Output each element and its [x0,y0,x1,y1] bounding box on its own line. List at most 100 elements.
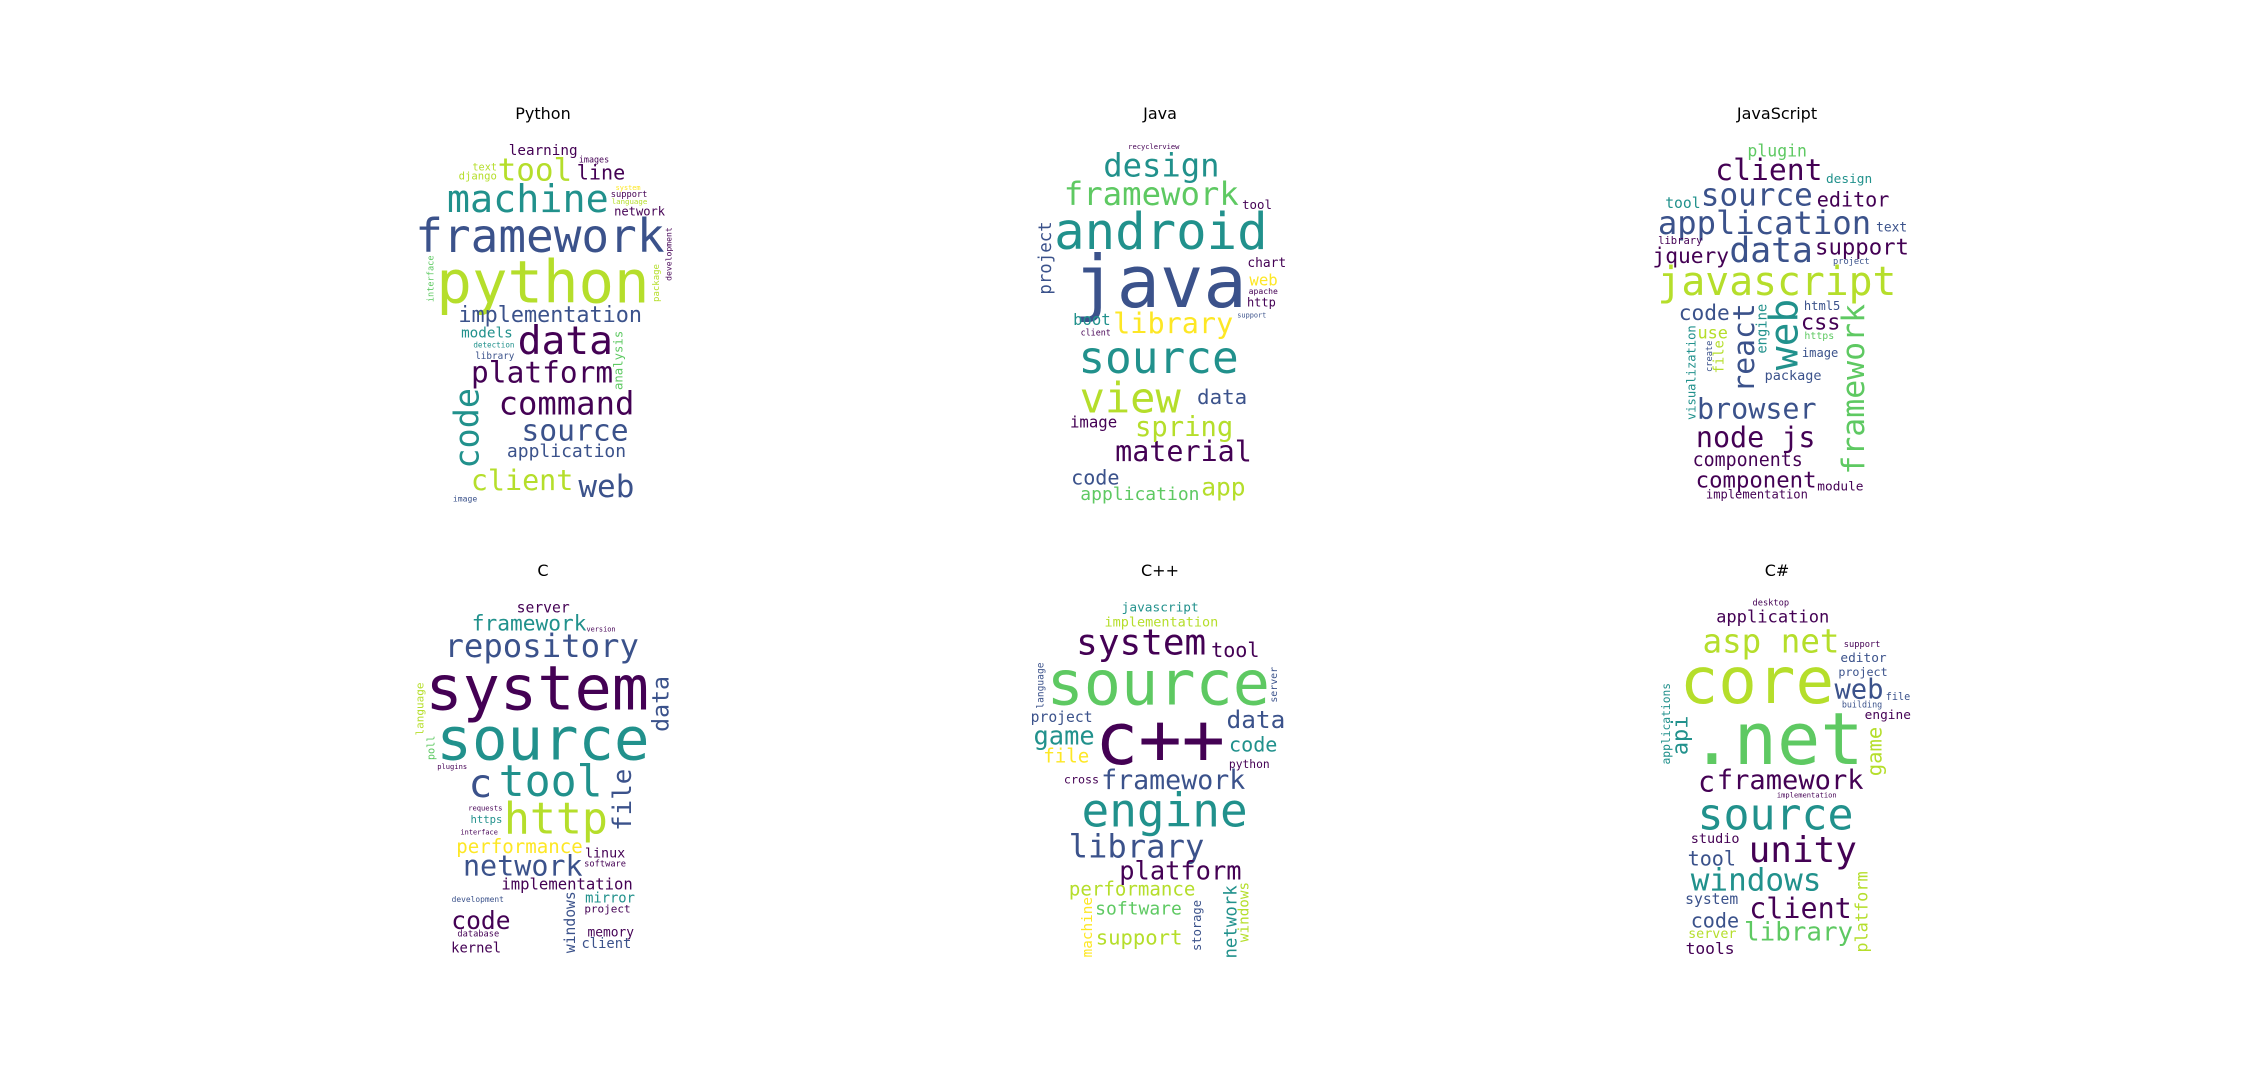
cloud-word: client [1715,153,1822,188]
cloud-word: network [1222,885,1242,959]
cloud-word: data [1729,231,1813,271]
cloud-word: file [1043,745,1089,768]
cloud-word: performance [456,835,582,858]
cloud-word: command [499,385,635,423]
cloud-word: support [1237,311,1266,319]
wordcloud-panel-java: Java java android framework source view libra… [1010,100,1310,505]
wordcloud-panel-javascript: JavaScript javascript web framework data app… [1627,100,1927,502]
cloud-word: boot [1073,311,1111,329]
cloud-word: interface [427,255,437,302]
cloud-word: web [578,469,634,505]
cloud-word: models [461,325,513,341]
cloud-word: jquery [1653,243,1730,268]
cloud-word: support [1844,640,1881,650]
cloud-word: web [1249,270,1277,289]
cloud-word: chart [1247,256,1286,271]
cloud-word: file [608,769,638,831]
cloud-word: support [611,190,648,200]
panel-title: JavaScript [1736,104,1818,123]
cloud-word: web [1834,675,1883,706]
cloud-word: visualization [1684,325,1698,420]
cloud-word: project [1031,709,1093,726]
cloud-word: application [1080,484,1199,505]
cloud-word: kernel [451,941,501,957]
word-cloud: python framework machine implementation data… [393,132,693,512]
cloud-word: tool [499,757,603,807]
cloud-word: cross [1064,773,1099,787]
cloud-word: asp net [1703,622,1840,660]
cloud-word: unity [1749,830,1857,871]
cloud-word: language [1036,662,1047,708]
cloud-word: poll [427,736,438,761]
cloud-word: windows [562,891,579,953]
cloud-word: code [1679,300,1730,325]
cloud-word: file [1712,340,1728,373]
cloud-word: client [1081,328,1111,338]
cloud-word: memory [588,926,635,941]
panel-title: C++ [1141,561,1179,580]
wordcloud-panel-csharp: C# .net core framework source asp net unity ap… [1627,557,1927,958]
cloud-word: client [581,936,631,952]
cloud-word: development [452,895,504,904]
cloud-word: project [1833,257,1870,267]
cloud-word: data [1197,385,1247,409]
cloud-word: tools [1686,939,1735,958]
cloud-word: image [1802,346,1838,360]
cloud-word: package [1765,368,1822,384]
cloud-word: system [1685,891,1738,908]
wordcloud-panel-c: C source system repository tool http c perform… [393,557,693,957]
word-cloud: source system repository tool http c performan… [393,589,693,969]
cloud-word: text [1876,220,1907,235]
cloud-word: learning [509,143,578,159]
cloud-word: tool [1665,195,1700,212]
cloud-word: plugins [437,762,467,771]
cloud-word: c [1698,766,1715,799]
cloud-word: network [463,850,583,883]
cloud-word: code [448,388,487,469]
cloud-word: system [616,184,641,192]
cloud-word: app [1201,473,1245,502]
cloud-word: interface [461,828,498,836]
cloud-word: application [507,441,626,462]
cloud-word: tool [1211,638,1259,662]
cloud-word: framework [1101,765,1245,796]
cloud-word: database [457,929,499,939]
cloud-word: code [451,906,510,935]
cloud-word: library [1113,307,1233,340]
cloud-word: version [586,625,615,633]
cloud-word: source [521,414,628,449]
cloud-word: data [648,676,675,732]
cloud-word: windows [1237,882,1253,942]
cloud-word: .net [1690,697,1863,781]
cloud-word: python [436,248,649,317]
cloud-word: source [436,705,649,774]
cloud-word: images [579,154,609,164]
cloud-word: web [1761,299,1807,370]
cloud-word: server [1688,927,1736,942]
cloud-word: design [1103,146,1219,184]
cloud-word: android [1054,202,1268,261]
cloud-word: data [518,318,613,364]
cloud-word: tool [498,152,573,188]
cloud-word: linux [585,846,625,861]
cloud-word: development [664,227,674,281]
cloud-word: editor [1817,187,1890,211]
cloud-word: machine [447,177,609,222]
cloud-word: file [1886,692,1911,703]
cloud-word: requests [468,803,502,812]
cloud-word: application [1716,608,1829,628]
cloud-word: apache [1249,286,1278,296]
cloud-word: platform [471,356,613,390]
cloud-word: design [1826,172,1872,187]
cloud-word: line [577,160,625,184]
panel-title: Java [1143,104,1177,123]
cloud-word: windows [1691,862,1822,898]
cloud-word: network [614,205,666,219]
cloud-word: library [475,351,515,362]
cloud-word: source [1047,648,1271,720]
